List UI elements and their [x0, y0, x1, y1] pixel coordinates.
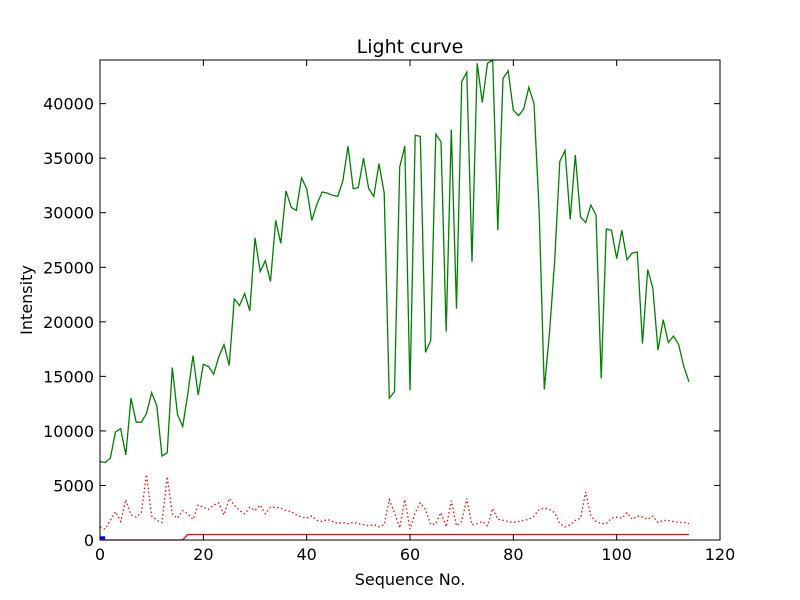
series-line-0 [99, 58, 690, 464]
y-tick-label: 35000 [43, 149, 94, 168]
x-tick-label: 80 [503, 545, 523, 564]
series-line-1 [99, 474, 690, 530]
x-tick-label: 120 [705, 545, 736, 564]
x-tick-label: 100 [601, 545, 632, 564]
y-axis-label: Intensity [17, 265, 36, 335]
chart-title: Light curve [357, 36, 464, 58]
y-tick-label: 5000 [53, 476, 94, 495]
x-axis-label: Sequence No. [355, 570, 466, 589]
y-tick-label: 20000 [43, 313, 94, 332]
y-tick-label: 40000 [43, 95, 94, 114]
x-tick-label: 40 [296, 545, 316, 564]
tick-layer: 0 20 40 60 80 100 120 0 5000 10000 15000 20000 25000… [43, 60, 735, 564]
x-tick-label: 20 [193, 545, 213, 564]
y-tick-label: 10000 [43, 422, 94, 441]
y-tick-label: 25000 [43, 258, 94, 277]
x-tick-label: 60 [400, 545, 420, 564]
y-tick-label: 15000 [43, 367, 94, 386]
x-tick-label: 0 [95, 545, 105, 564]
y-tick-label: 30000 [43, 204, 94, 223]
y-tick-label: 0 [84, 531, 94, 550]
